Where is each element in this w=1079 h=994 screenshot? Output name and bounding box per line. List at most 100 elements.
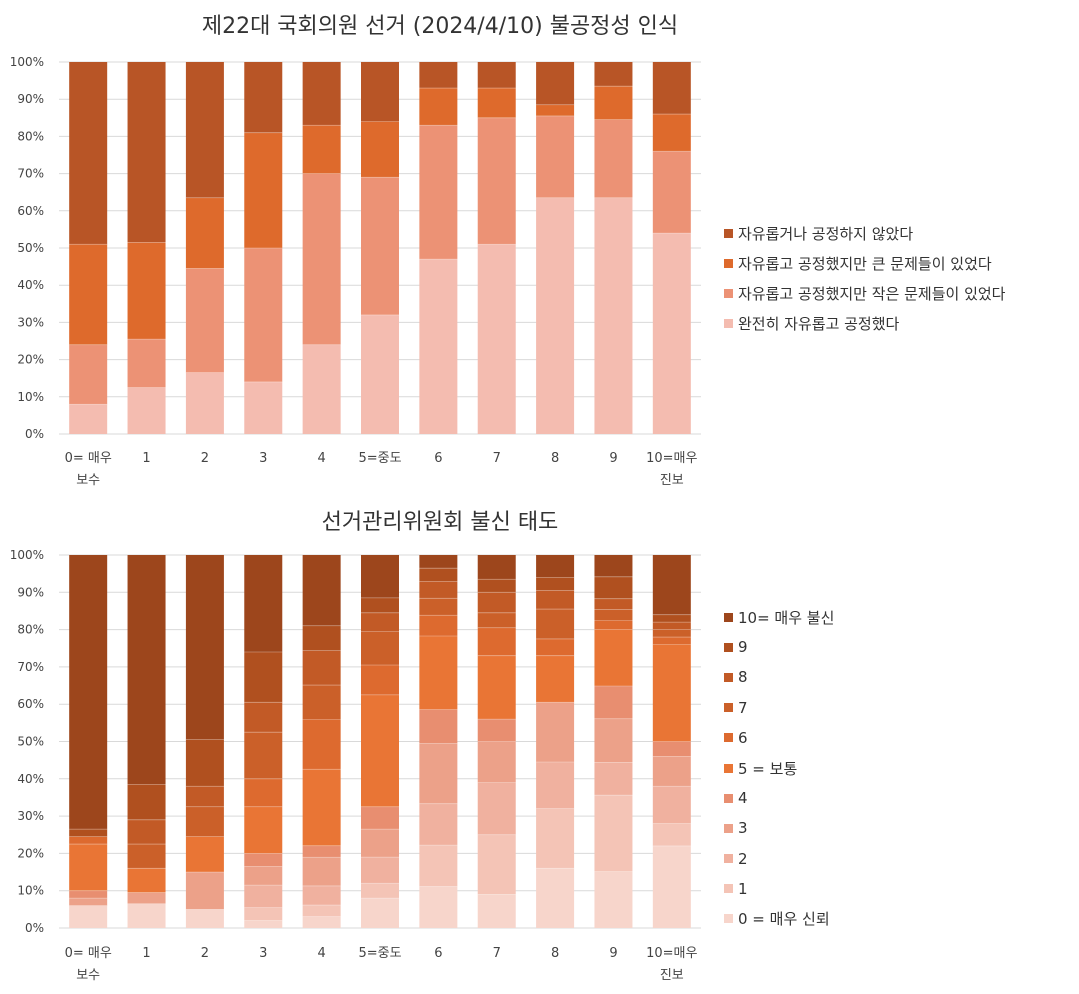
bar-segment: [185, 836, 224, 873]
bar-segment: [419, 568, 458, 582]
bar-segment: [536, 577, 575, 591]
legend-item: 0 = 매우 신뢰: [724, 904, 834, 934]
bar-segment: [419, 598, 458, 616]
x-tick-label: 0= 매우: [65, 451, 112, 466]
legend-item: 3: [724, 813, 834, 843]
bar-segment: [302, 555, 341, 626]
bar-segment: [536, 868, 575, 928]
chart-title: 제22대 국회의원 선거 (2024/4/10) 불공정성 인식: [201, 14, 679, 39]
bar-segment: [302, 125, 341, 174]
legend-item: 4: [724, 783, 834, 813]
x-tick-label: 진보: [660, 968, 684, 983]
bar-segment: [244, 920, 283, 928]
bar-segment: [127, 903, 166, 928]
x-tick-label: 보수: [76, 473, 100, 488]
bar-segment: [652, 62, 691, 115]
bar-segment: [652, 114, 691, 152]
bar-segment: [69, 62, 108, 245]
bar-segment: [652, 756, 691, 787]
bar-segment: [244, 651, 283, 703]
legend-swatch: [724, 288, 733, 298]
bar-segment: [361, 665, 399, 695]
bar-segment: [652, 823, 691, 846]
bar-segment: [127, 784, 166, 820]
bar-segment: [652, 622, 691, 630]
bar-segment: [302, 857, 341, 886]
legend-label: 자유롭고 공정했지만 작은 문제들이 있었다: [738, 284, 1006, 303]
bar-segment: [302, 916, 341, 928]
x-tick-label: 1: [142, 451, 150, 466]
bar-segment: [127, 819, 166, 845]
y-tick-label: 60%: [17, 204, 44, 218]
bar-segment: [419, 845, 458, 887]
bar-segment: [302, 173, 341, 345]
bar-segment: [477, 894, 516, 928]
bar-segment: [536, 702, 575, 763]
legend-label: 5 = 보통: [738, 759, 798, 778]
bar-segment: [127, 339, 166, 388]
bar-segment: [594, 795, 633, 872]
x-tick-label: 4: [317, 451, 325, 466]
bar-segment: [477, 655, 516, 720]
bar-segment: [652, 644, 691, 742]
bar-segment: [361, 62, 399, 122]
bar-segment: [594, 555, 633, 577]
bar-segment: [244, 555, 283, 652]
chart-legend: 자유롭거나 공정하지 않았다 자유롭고 공정했지만 큰 문제들이 있었다 자유롭고 …: [724, 218, 1005, 338]
legend-item: 8: [724, 662, 834, 692]
bar-segment: [302, 905, 341, 917]
bar-segment: [361, 121, 399, 178]
legend-label: 6: [738, 728, 748, 747]
legend-swatch: [724, 703, 733, 713]
bar-segment: [594, 620, 633, 630]
legend-item: 자유롭고 공정했지만 작은 문제들이 있었다: [724, 278, 1005, 308]
bar-segment: [536, 762, 575, 809]
bar-segment: [594, 871, 633, 928]
bar-segment: [127, 242, 166, 340]
y-tick-label: 90%: [17, 585, 44, 599]
legend-item: 5 = 보통: [724, 753, 834, 783]
y-tick-label: 0%: [25, 427, 44, 441]
y-tick-label: 40%: [17, 278, 44, 292]
x-tick-label: 6: [434, 451, 442, 466]
legend-label: 3: [738, 819, 748, 838]
y-tick-label: 60%: [17, 697, 44, 711]
y-tick-label: 10%: [17, 390, 44, 404]
bar-segment: [419, 125, 458, 260]
x-tick-label: 9: [609, 946, 617, 961]
x-tick-label: 2: [201, 946, 209, 961]
bar-segment: [244, 381, 283, 434]
election-commission-distrust-chart: 0% 10% 20% 30% 40% 50% 60% 70% 80% 90% 100% 0= 매우보수…: [10, 548, 701, 983]
election-fairness-chart: 0% 10% 20% 30% 40% 50% 60% 70% 80% 90% 100% 0= 매우보수…: [10, 55, 701, 488]
bar-segment: [477, 741, 516, 783]
x-tick-label: 0= 매우: [65, 946, 112, 961]
bar-segment: [536, 555, 575, 578]
y-tick-label: 100%: [10, 548, 44, 562]
bar-segment: [419, 743, 458, 804]
bar-segment: [477, 579, 516, 593]
bar-segment: [594, 86, 633, 120]
bar-segment: [652, 786, 691, 824]
bar-segment: [361, 177, 399, 315]
bar-segment: [69, 829, 108, 837]
bar-segment: [419, 555, 458, 569]
legend-swatch: [724, 228, 733, 238]
x-tick-label: 2: [201, 451, 209, 466]
bar-segment: [127, 555, 166, 785]
bar-segment: [69, 898, 108, 906]
bar-segment: [69, 836, 108, 845]
bar-segment: [594, 598, 633, 610]
x-tick-label: 6: [434, 946, 442, 961]
bar-segment: [127, 868, 166, 893]
x-tick-label: 7: [493, 946, 501, 961]
legend-label: 자유롭거나 공정하지 않았다: [738, 224, 914, 243]
y-tick-label: 30%: [17, 809, 44, 823]
bar-segment: [69, 555, 108, 830]
bar-segment: [361, 829, 399, 858]
bar-segment: [244, 132, 283, 248]
bar-segment: [69, 404, 108, 434]
legend-item: 1: [724, 874, 834, 904]
bar-segment: [244, 248, 283, 382]
x-tick-label: 진보: [660, 473, 684, 488]
x-tick-label: 1: [142, 946, 150, 961]
